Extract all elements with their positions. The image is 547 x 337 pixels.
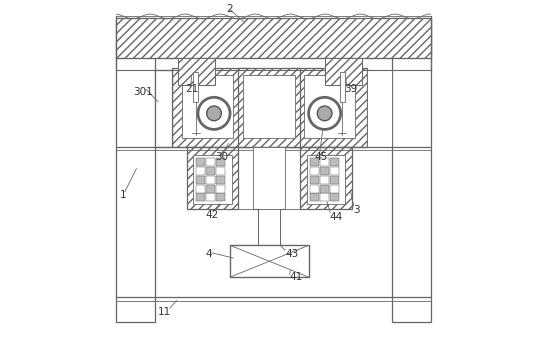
Text: 2: 2 bbox=[226, 4, 234, 14]
Bar bbox=[196, 176, 205, 184]
Bar bbox=[216, 185, 225, 192]
Bar bbox=[216, 167, 225, 175]
Bar bbox=[216, 176, 225, 184]
Bar bbox=[304, 75, 356, 139]
Bar bbox=[319, 158, 329, 166]
Bar bbox=[329, 58, 356, 70]
Bar bbox=[340, 71, 345, 102]
Bar bbox=[310, 167, 319, 175]
Bar bbox=[367, 70, 392, 147]
Bar bbox=[155, 70, 172, 147]
Bar bbox=[182, 75, 234, 139]
Bar bbox=[206, 185, 216, 192]
Text: 42: 42 bbox=[205, 210, 218, 220]
Bar bbox=[300, 147, 352, 209]
Circle shape bbox=[309, 97, 341, 129]
Bar bbox=[330, 167, 339, 175]
Bar bbox=[206, 158, 216, 166]
Text: 44: 44 bbox=[330, 212, 343, 222]
Bar bbox=[310, 185, 319, 192]
Text: 39: 39 bbox=[345, 84, 358, 94]
Bar bbox=[172, 68, 250, 147]
Circle shape bbox=[207, 106, 222, 121]
Bar bbox=[310, 193, 319, 201]
Bar bbox=[196, 158, 205, 166]
Bar bbox=[206, 193, 216, 201]
Bar bbox=[193, 71, 199, 102]
Bar bbox=[117, 18, 155, 322]
Circle shape bbox=[198, 97, 230, 129]
Bar bbox=[183, 58, 210, 70]
Bar bbox=[187, 147, 238, 209]
Text: 1: 1 bbox=[120, 190, 126, 200]
Bar bbox=[319, 176, 329, 184]
Text: 3: 3 bbox=[353, 205, 360, 215]
Bar bbox=[230, 245, 309, 277]
Circle shape bbox=[317, 106, 332, 121]
Text: 45: 45 bbox=[315, 152, 328, 162]
Bar bbox=[307, 155, 345, 204]
Bar bbox=[330, 185, 339, 192]
Text: 301: 301 bbox=[133, 87, 153, 97]
Bar bbox=[206, 176, 216, 184]
Bar bbox=[310, 176, 319, 184]
Bar bbox=[319, 185, 329, 192]
Bar bbox=[178, 58, 215, 85]
Bar bbox=[330, 158, 339, 166]
Bar bbox=[196, 193, 205, 201]
Text: 30: 30 bbox=[215, 152, 228, 162]
Bar bbox=[253, 147, 285, 209]
Text: 41: 41 bbox=[289, 272, 303, 282]
Bar bbox=[238, 68, 300, 147]
Bar bbox=[216, 158, 225, 166]
Bar bbox=[310, 158, 319, 166]
Bar bbox=[259, 209, 280, 245]
Text: 43: 43 bbox=[285, 249, 299, 259]
Bar bbox=[325, 58, 362, 85]
Bar bbox=[193, 155, 232, 204]
Bar bbox=[206, 167, 216, 175]
Bar bbox=[330, 176, 339, 184]
Bar bbox=[319, 167, 329, 175]
Bar bbox=[196, 185, 205, 192]
Bar bbox=[196, 167, 205, 175]
Bar bbox=[319, 193, 329, 201]
Bar bbox=[392, 18, 430, 322]
Text: 21: 21 bbox=[185, 84, 198, 94]
Text: 4: 4 bbox=[205, 249, 212, 259]
Bar bbox=[330, 193, 339, 201]
Bar bbox=[243, 75, 295, 139]
Bar bbox=[216, 193, 225, 201]
Bar bbox=[117, 18, 430, 58]
Bar bbox=[288, 68, 367, 147]
Text: 11: 11 bbox=[158, 307, 171, 316]
